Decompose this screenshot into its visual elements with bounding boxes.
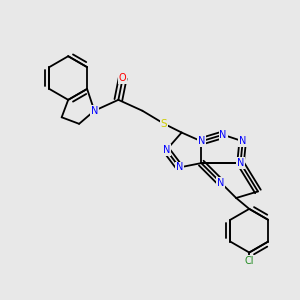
Text: S: S [161,119,167,129]
Text: N: N [219,130,227,140]
Text: Cl: Cl [244,256,254,266]
Text: N: N [176,162,183,172]
Text: N: N [217,178,225,188]
Text: N: N [239,136,246,146]
Text: N: N [163,145,170,155]
Text: N: N [91,106,98,116]
Text: N: N [198,136,205,146]
Text: N: N [237,158,244,168]
Text: O: O [119,73,127,83]
